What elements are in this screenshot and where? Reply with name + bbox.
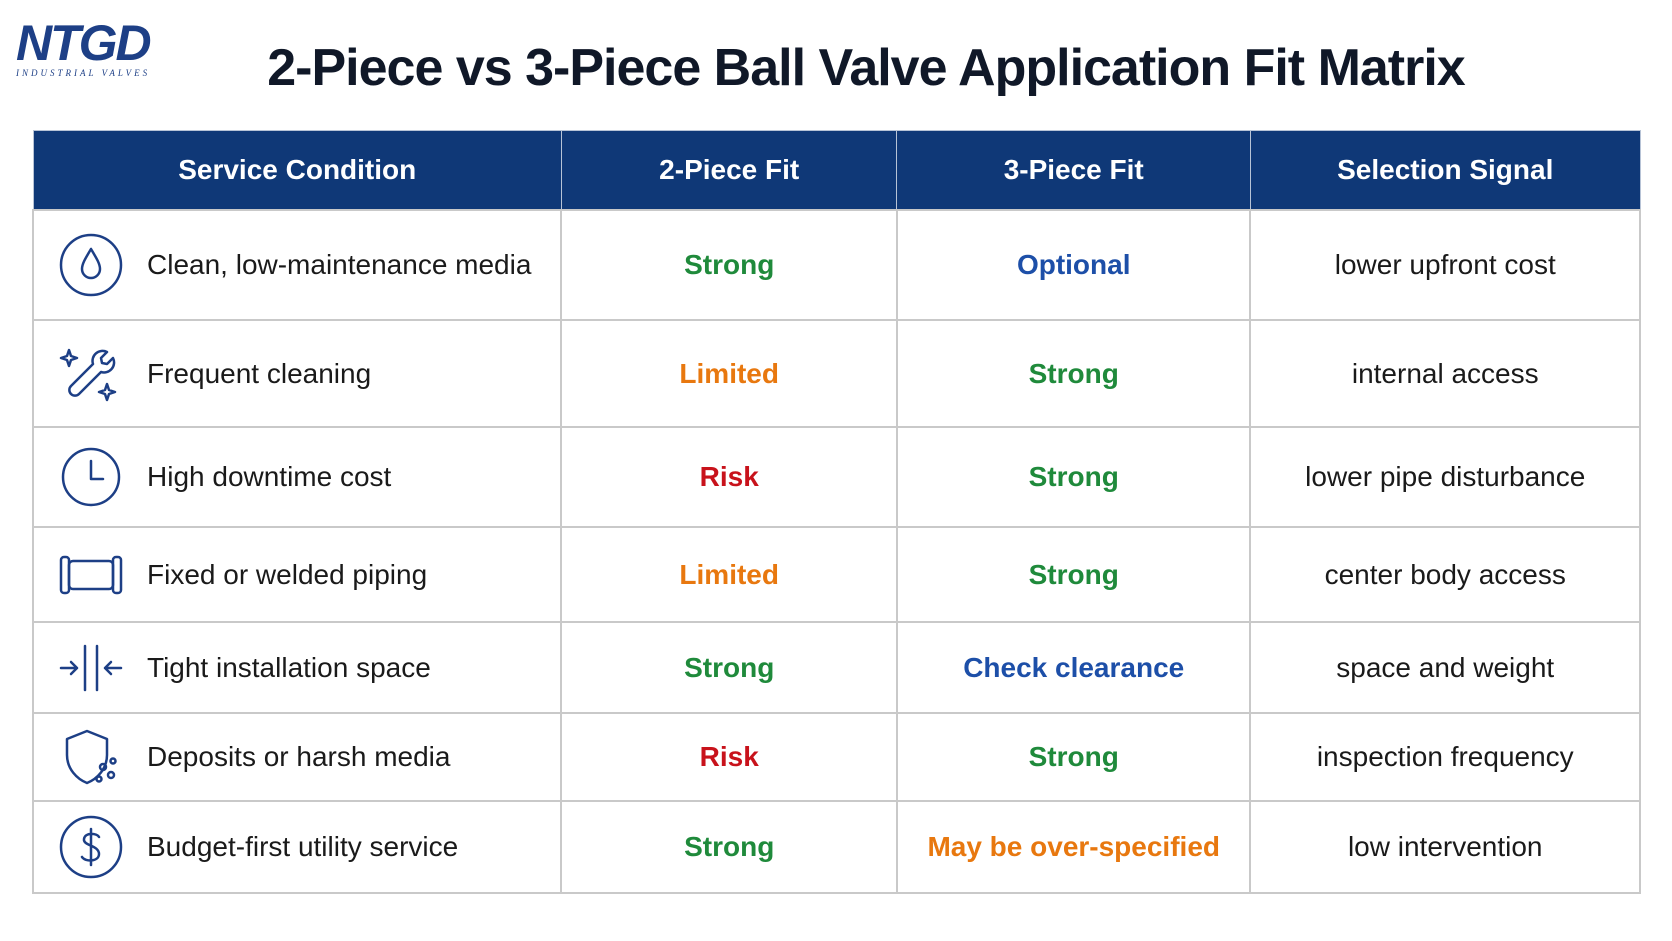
fit-cell: Strong	[895, 526, 1252, 623]
fit-cell: Limited	[560, 526, 898, 623]
condition-cell: Frequent cleaning	[31, 319, 563, 428]
fit-cell: Strong	[560, 621, 898, 714]
column-header: Service Condition	[32, 130, 562, 211]
signal-cell: center body access	[1249, 526, 1641, 623]
table-row: Tight installation space Strong Check clea…	[31, 621, 1641, 714]
condition-text: Clean, low-maintenance media	[147, 249, 532, 280]
condition-icon	[61, 447, 121, 507]
condition-text: Deposits or harsh media	[147, 741, 451, 772]
fit-cell: Strong	[560, 800, 898, 894]
condition-cell: Tight installation space	[31, 621, 563, 714]
fit-cell: Optional	[895, 209, 1252, 321]
fit-cell: Strong	[895, 712, 1252, 802]
signal-cell: inspection frequency	[1249, 712, 1641, 802]
signal-cell: lower upfront cost	[1249, 209, 1641, 321]
condition: Clean, low-maintenance media	[35, 229, 559, 301]
condition-text: High downtime cost	[147, 461, 392, 492]
fit-cell: Strong	[895, 426, 1252, 528]
fit-cell: Limited	[560, 319, 898, 428]
condition-text: Tight installation space	[147, 651, 431, 683]
table-row: Clean, low-maintenance media Strong Option…	[31, 209, 1641, 321]
condition-cell: Fixed or welded piping	[31, 526, 563, 623]
signal-cell: internal access	[1249, 319, 1641, 428]
table-row: Frequent cleaning Limited Strong internal a…	[31, 319, 1641, 428]
fit-cell: May be over-specified	[895, 800, 1252, 894]
condition: Deposits or harsh media	[35, 721, 559, 793]
condition-text: Budget-first utility service	[147, 831, 459, 862]
fit-cell: Check clearance	[895, 621, 1252, 714]
fit-matrix: Service Condition 2-Piece Fit 3-Piece Fit S…	[31, 130, 1641, 894]
logo-tagline: INDUSTRIAL VALVES	[16, 68, 151, 78]
condition-icon	[59, 644, 123, 691]
condition-icon	[59, 233, 123, 297]
signal-cell: space and weight	[1249, 621, 1641, 714]
condition: Frequent cleaning	[35, 338, 559, 410]
condition-cell: Deposits or harsh media	[31, 712, 563, 802]
condition-icon	[59, 555, 123, 594]
logo-brand: NTGD	[16, 15, 152, 71]
column-header: Selection Signal	[1249, 130, 1641, 211]
logo: NTGD INDUSTRIAL VALVES	[16, 15, 152, 78]
condition-icon	[59, 348, 117, 401]
condition-icon	[65, 729, 117, 785]
condition-text: Frequent cleaning	[147, 357, 372, 389]
table-row: Fixed or welded piping Limited Strong cente…	[31, 526, 1641, 623]
condition-cell: High downtime cost	[31, 426, 563, 528]
fit-cell: Strong	[560, 209, 898, 321]
fit-cell: Risk	[560, 426, 898, 528]
title: 2-Piece vs 3-Piece Ball Valve Applicatio…	[267, 39, 1465, 97]
condition-cell: Budget-first utility service	[31, 800, 563, 894]
column-header: 3-Piece Fit	[896, 130, 1251, 211]
header-row: Service Condition 2-Piece Fit 3-Piece Fit S…	[32, 130, 1641, 211]
fit-cell: Strong	[895, 319, 1252, 428]
table-row: Budget-first utility service Strong May be…	[31, 800, 1641, 894]
column-header: 2-Piece Fit	[560, 130, 898, 211]
signal-cell: lower pipe disturbance	[1249, 426, 1641, 528]
condition: Budget-first utility service	[35, 811, 559, 883]
condition: High downtime cost	[35, 441, 559, 513]
condition-text: Fixed or welded piping	[147, 558, 428, 590]
signal-cell: low intervention	[1249, 800, 1641, 894]
condition: Tight installation space	[35, 632, 559, 704]
table-row: High downtime cost Risk Strong lower pipe d…	[31, 426, 1641, 528]
condition-icon	[59, 815, 123, 879]
condition: Fixed or welded piping	[35, 539, 559, 611]
table-row: Deposits or harsh media Risk Strong inspect…	[31, 712, 1641, 802]
fit-cell: Risk	[560, 712, 898, 802]
condition-cell: Clean, low-maintenance media	[31, 209, 563, 321]
